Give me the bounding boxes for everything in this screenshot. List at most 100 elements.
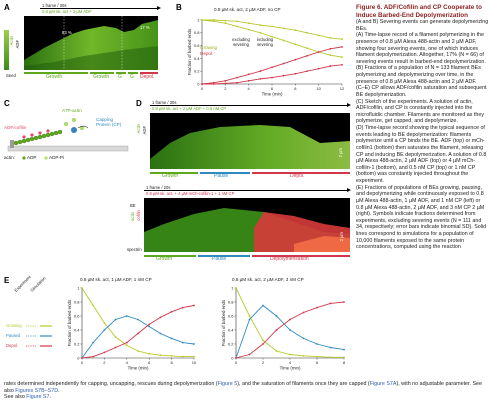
panel-e-right-y-tick-label-5: 1 [231,285,234,290]
link-figure-s7a[interactable]: Figure S7A [369,381,397,387]
panel-e-left-x-tick-label-2: 4 [126,360,129,365]
panel-b-x-tick-label-5: 10 [316,86,321,91]
panel-e-legend-swatches [26,325,52,347]
panel-e-left-y-tick-label-2: 0.4 [74,327,80,332]
panel-e-left-series-1-point-2 [103,329,106,331]
panel-b-series-0-point-4 [247,22,250,25]
panel-b-x-tick-label-2: 4 [248,86,251,91]
panel-label-e: E [4,276,10,285]
continuation-mid: ), and the saturation of filaments once … [237,381,370,387]
panel-d-top-phase-depol: Depol. [290,173,305,179]
panel-e-left-x-tick-label-4: 8 [170,360,173,365]
panel-b-y-tick-label-1: 0.2 [194,69,200,74]
panel-a-phase-depol: Depol. [140,74,155,80]
panel-c-capping-protein-label: Capping Protein (CP) [96,117,122,128]
panel-c-legend-actin: actin: [4,155,15,160]
panel-e-right-x-tick-label-1: 2 [262,360,265,365]
panel-b-x-tick-label-4: 8 [294,86,297,91]
panel-b-series-1-point-6 [271,35,273,38]
panel-e-right-series-1-point-7 [329,346,332,349]
panel-e-right-series-1-point-3 [275,315,278,317]
panel-e-right-y-tick-label-3: 0.6 [228,313,234,318]
panel-a-phase-bar-g-1 [116,72,126,74]
figure-caption-paragraph-4: (C–E) CP allows ADF/cofilin saturation a… [356,85,487,98]
panel-e-right-title: 0.8 µM sk. act, 2 µM ADF, 3 nM CP [232,277,304,282]
panel-e-right-series-1-point-4 [289,329,291,331]
panel-e-left-series-2-point-10 [193,304,195,307]
panel-a-phase-bar-g-2 [128,72,138,74]
panel-c-sketch [7,118,129,160]
panel-b-series-1-point-12 [341,56,343,59]
panel-e-left-series-2-point-7 [159,316,162,319]
panel-d-bottom-time-arrow [144,190,348,191]
panel-e-left-y-tick-label-4: 0.8 [74,299,80,304]
panel-b-legend-depol: Depol. [200,51,214,56]
panel-e-right-series-0-point-7 [329,356,332,359]
panel-d-bottom-spectrin-label: spectrin [127,247,142,252]
panel-e-right-series-0-point-6 [316,355,318,358]
panel-e-right-x-tick-label-4: 8 [343,360,346,365]
panel-e-left-series-1-point-4 [125,315,128,317]
link-figure-5[interactable]: Figure 5 [217,381,238,387]
panel-b-x-tick-label-1: 2 [224,86,227,91]
panel-b-series-3-point-9 [306,54,308,57]
panel-a-phase-growth-1: Growth [46,74,63,80]
panel-b-series-1-point-1 [212,20,215,23]
panel-a-annotation-right: 17 % [140,25,150,30]
panel-e-left-series-0-point-6 [148,352,151,355]
panel-b-series-3-point-8 [294,58,297,61]
panel-a-header-conditions: 0.8 µM sk. act + 2 µM ADF [42,9,92,14]
panel-e-left-series-1-point-5 [137,318,139,321]
panel-b-y-tick-label-0: 0 [197,81,200,86]
panel-e-legend-depol: Depol. [6,343,19,348]
panel-e-right-series-2-point-7 [329,302,332,305]
panel-d-top-header-conditions: 0.8 µM sk. act + 2 µM ADF + 0.5 nM CP [152,106,227,111]
panel-e-right-series-2-point-8 [343,301,345,303]
figure-caption-paragraph-5: (C) Sketch of the experiments. A solutio… [356,98,485,125]
panel-e-right-series-2-point-3 [275,329,278,331]
panel-d-top-scale: 2 µm [338,148,343,158]
panel-e-left-series-1-point-6 [148,325,151,328]
panel-d-bottom-kymograph-image [144,208,350,252]
panel-e-right-series-1-point-1 [248,318,251,321]
panel-e-right-series-0-point-5 [302,355,305,357]
panel-d-top-phase-bar-depol [252,172,350,174]
panel-a-seed-label: Seed [6,73,16,78]
panel-b-series-1-point-9 [306,47,308,50]
panel-b-series-2-point-10 [317,67,320,70]
panel-e-legend-growing: Growing [6,323,22,328]
panel-b-series-3-point-11 [329,47,332,50]
panel-d-bottom-time-arrow-head [347,188,351,192]
panel-a-time-arrow-head [157,6,161,10]
panel-label-c: C [4,99,10,108]
panel-b-series-0-point-7 [282,27,285,30]
panel-c-adf-cofilin-label: ADF/cofilin [4,125,27,130]
panel-c-legend-adp-pi: ADP-Pi [49,155,65,160]
panel-d-top-time-arrow [150,105,348,106]
panel-c-legend-adp: ADP [27,155,37,160]
panel-b-x-tick-label-6: 12 [340,86,345,91]
link-figure-s7[interactable]: Figure S7 [26,394,50,401]
panel-e-left-title: 0.8 µM sk. act, 1 µM ADF, 1 nM CP [80,277,152,282]
panel-a-kymograph [24,16,158,70]
panel-a-adf-label: ADF [15,40,20,49]
panel-b-series-1-point-3 [236,25,238,28]
panel-e-left-series-0-point-2 [103,322,106,324]
panel-b-series-2-point-2 [224,82,227,85]
panel-b-x-tick-label-0: 0 [201,86,204,91]
panel-a-kymograph-image [24,16,158,70]
panel-b-y-tick-label-3: 0.6 [194,43,200,48]
figure-caption-paragraph-1: (A and B) Severing events can generate d… [356,19,489,32]
panel-b-x-tick-label-3: 6 [271,86,274,91]
panel-a-actin-marker [4,30,9,70]
panel-e-right-x-tick-label-0: 0 [235,360,238,365]
panel-e-left-series-0-point-0 [81,287,83,289]
panel-e-right-chart: 0 0.2 0.4 0.6 0.8 1 0 2 4 6 8 Time (min) Fraction of… [221,285,346,370]
panel-c-atp-actin-label: ATP-actin [62,108,82,113]
link-figures-s7b-s7d[interactable]: Figures S7B–S7D [15,387,59,394]
panel-b-series-0-point-3 [236,20,238,23]
panel-b-series-1-point-4 [247,28,250,31]
panel-e-left-x-tick-label-1: 2 [103,360,106,365]
panel-b-series-3-point-12 [341,45,343,48]
